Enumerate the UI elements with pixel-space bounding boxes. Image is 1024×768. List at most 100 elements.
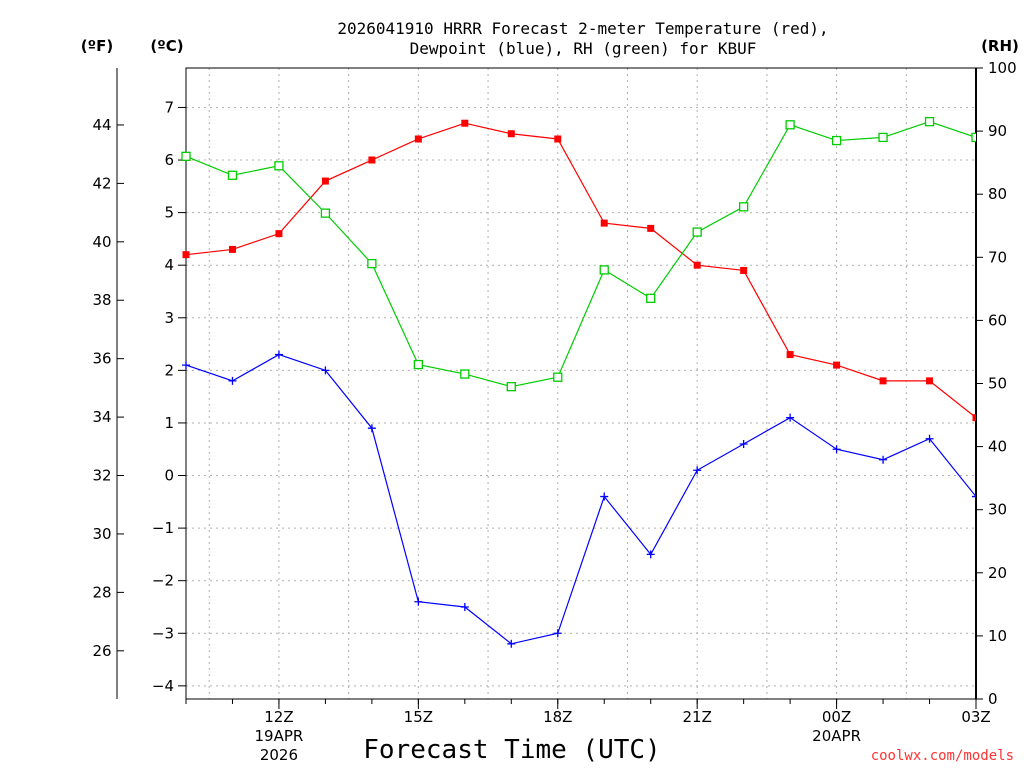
dewpoint-point (414, 597, 423, 606)
x-axis-label: Forecast Time (UTC) (363, 735, 660, 765)
dewpoint-point (274, 350, 283, 359)
rh-tick-label: 90 (988, 122, 1007, 140)
dewpoint-point (507, 639, 516, 648)
rh-tick-label: 100 (988, 59, 1017, 77)
temperature-point (647, 224, 655, 232)
dewpoint-point (460, 602, 469, 611)
rh-point (506, 382, 516, 392)
rh-point (738, 202, 749, 212)
celsius-tick-label: −1 (152, 519, 174, 537)
dewpoint-point (182, 361, 190, 370)
x-tick-label: 18Z (543, 708, 572, 726)
rh-point (646, 293, 656, 303)
x-tick-date-label: 20APR (812, 727, 861, 745)
temperature-point (1019, 419, 1024, 426)
rh-series (181, 116, 1024, 392)
rh-point (320, 208, 331, 218)
temperature-point (879, 377, 887, 385)
dewpoint-point (367, 424, 376, 433)
temperature-point (461, 119, 469, 127)
rh-tick-label: 0 (988, 690, 998, 708)
x-tick-label: 00Z (822, 708, 851, 726)
dewpoint-series (182, 350, 976, 648)
rh-point (274, 161, 284, 171)
celsius-tick-label: 2 (164, 361, 174, 379)
rh-point (599, 265, 609, 275)
fahrenheit-tick-label: 32 (92, 467, 111, 485)
celsius-tick-label: 3 (164, 309, 174, 327)
celsius-unit-label: (ºC) (150, 37, 183, 55)
rh-unit-label: (RH) (981, 37, 1019, 55)
rh-point (367, 258, 377, 269)
dewpoint-point (879, 455, 888, 464)
dewpoint-point (321, 366, 330, 375)
dewpoint-point (646, 550, 655, 559)
temperature-point (833, 361, 841, 369)
fahrenheit-tick-label: 38 (92, 291, 111, 309)
rh-point (1018, 206, 1024, 214)
temperature-point (182, 251, 190, 259)
rh-point (924, 116, 935, 127)
rh-point (553, 372, 563, 382)
fahrenheit-tick-label: 44 (92, 116, 111, 134)
rh-point (460, 369, 470, 379)
dewpoint-point (786, 413, 795, 422)
temperature-point (600, 219, 608, 227)
temperature-point (507, 130, 515, 138)
rh-point (413, 359, 424, 370)
x-tick-label: 12Z (264, 708, 293, 726)
celsius-tick-label: 0 (164, 467, 174, 485)
dewpoint-point (832, 445, 841, 454)
rh-point (692, 227, 702, 237)
x-tick-year-label: 2026 (260, 746, 298, 764)
temperature-point (972, 414, 976, 422)
chart-title-line2: Dewpoint (blue), RH (green) for KBUF (410, 39, 757, 58)
plot-frame (185, 67, 977, 700)
temperature-series (182, 119, 1024, 426)
x-tick-label: 15Z (404, 708, 433, 726)
fahrenheit-tick-label: 40 (92, 233, 111, 251)
temperature-point (321, 177, 329, 185)
x-tick-date-label: 19APR (255, 727, 304, 745)
rh-line (185, 121, 976, 388)
rh-tick-label: 60 (988, 311, 1007, 329)
fahrenheit-tick-label: 36 (92, 350, 111, 368)
celsius-tick-label: 7 (164, 98, 174, 116)
rh-point (971, 132, 976, 143)
rh-point (878, 132, 888, 143)
temperature-point (786, 351, 794, 359)
x-tick-label: 21Z (682, 708, 711, 726)
fahrenheit-tick-label: 26 (92, 642, 111, 660)
dewpoint-point (600, 492, 609, 501)
celsius-tick-label: −2 (152, 572, 174, 590)
chart-title-line1: 2026041910 HRRR Forecast 2-meter Tempera… (337, 19, 828, 38)
rh-tick-label: 80 (988, 185, 1007, 203)
temperature-point (275, 230, 283, 238)
temperature-point (368, 156, 376, 164)
rh-tick-label: 10 (988, 627, 1007, 645)
temperature-point (228, 245, 236, 253)
fahrenheit-unit-label: (ºF) (81, 37, 113, 55)
fahrenheit-tick-label: 28 (92, 583, 111, 601)
x-tick-label: 03Z (961, 708, 990, 726)
temperature-point (693, 261, 701, 269)
dewpoint-point (228, 376, 237, 385)
dewpoint-point (553, 629, 562, 638)
rh-tick-label: 40 (988, 438, 1007, 456)
rh-point (785, 120, 795, 130)
dewpoint-point (739, 439, 748, 448)
dewpoint-point (972, 492, 976, 501)
rh-tick-label: 30 (988, 501, 1007, 519)
rh-tick-label: 70 (988, 248, 1007, 266)
dewpoint-point (925, 434, 934, 443)
temperature-point (740, 266, 748, 274)
rh-tick-label: 50 (988, 375, 1007, 393)
dewpoint-point (693, 466, 702, 475)
credit-link[interactable]: coolwx.com/models (871, 748, 1014, 764)
celsius-tick-label: 1 (164, 414, 174, 432)
fahrenheit-tick-label: 34 (92, 408, 111, 426)
celsius-tick-label: 5 (164, 204, 174, 222)
gridlines (186, 68, 976, 699)
celsius-tick-label: −3 (152, 624, 174, 642)
